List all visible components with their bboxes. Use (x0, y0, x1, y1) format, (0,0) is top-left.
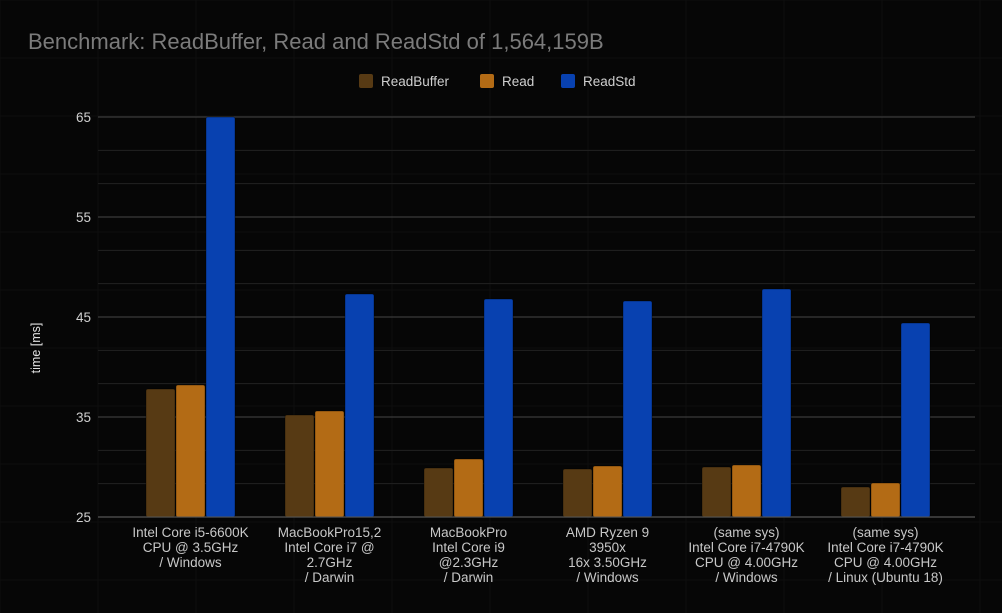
x-tick-label-line: CPU @ 4.00GHz (834, 555, 937, 570)
bar-readstd (205, 116, 236, 518)
bar-readbuffer (562, 468, 593, 518)
x-tick-label-line: / Linux (Ubuntu 18) (828, 570, 943, 585)
y-tick-label: 45 (76, 310, 91, 325)
legend-item-readbuffer: ReadBuffer (359, 74, 450, 89)
chart-title: Benchmark: ReadBuffer, Read and ReadStd … (28, 29, 604, 54)
y-axis-label: time [ms] (29, 323, 43, 374)
x-tick-label: Intel Core i5-6600K CPU @ 3.5GHz / Windows (132, 525, 248, 570)
bar-group (562, 300, 653, 518)
x-tick-label-line: / Windows (576, 570, 639, 585)
x-tick-label: (same sys) Intel Core i7-4790K CPU @ 4.00G… (688, 525, 804, 585)
legend-swatch (359, 74, 373, 88)
x-tick-label-line: / Darwin (305, 570, 355, 585)
y-axis-ticks: 25 35 45 55 65 (76, 110, 91, 525)
x-tick-label-line: 16x 3.50GHz (568, 555, 647, 570)
y-tick-label: 55 (76, 210, 91, 225)
bar-readstd (900, 322, 931, 518)
bar-readbuffer (423, 467, 454, 518)
x-tick-label: (same sys) Intel Core i7-4790K CPU @ 4.00G… (827, 525, 943, 585)
x-tick-label-line: CPU @ 3.5GHz (143, 540, 239, 555)
x-tick-label-line: / Windows (715, 570, 778, 585)
legend-swatch (561, 74, 575, 88)
x-tick-label-line: (same sys) (713, 525, 779, 540)
x-tick-label-line: Intel Core i9 (432, 540, 505, 555)
bar-read (731, 464, 762, 518)
legend-label: ReadBuffer (381, 74, 450, 89)
legend-item-read: Read (480, 74, 534, 89)
bar-read (175, 384, 206, 518)
bar-readbuffer (840, 486, 871, 518)
x-tick-label: MacBookPro Intel Core i9 @2.3GHz / Darwin (430, 525, 507, 585)
bar-readbuffer (701, 466, 732, 518)
bar-read (453, 458, 484, 518)
bar-readbuffer (284, 414, 315, 518)
x-tick-label-line: 2.7GHz (307, 555, 353, 570)
x-tick-label-line: / Windows (159, 555, 222, 570)
x-tick-label-line: Intel Core i7 @ (284, 540, 374, 555)
y-tick-label: 25 (76, 510, 91, 525)
x-axis-labels: Intel Core i5-6600K CPU @ 3.5GHz / Windows… (132, 525, 943, 585)
bar-readbuffer (145, 388, 176, 518)
legend-swatch (480, 74, 494, 88)
x-tick-label-line: CPU @ 4.00GHz (695, 555, 798, 570)
bar-readstd (483, 298, 514, 518)
bar-read (592, 465, 623, 518)
bar-readstd (761, 288, 792, 518)
bar-group (284, 293, 375, 518)
y-tick-label: 65 (76, 110, 91, 125)
x-tick-label-line: 3950x (589, 540, 626, 555)
bar-readstd (344, 293, 375, 518)
x-tick-label: AMD Ryzen 9 3950x 16x 3.50GHz / Windows (566, 525, 649, 585)
x-tick-label-line: AMD Ryzen 9 (566, 525, 649, 540)
x-tick-label-line: MacBookPro (430, 525, 507, 540)
legend-item-readstd: ReadStd (561, 74, 636, 89)
x-tick-label-line: Intel Core i7-4790K (688, 540, 804, 555)
x-tick-label: MacBookPro15,2 Intel Core i7 @2.7GHz / Dar… (278, 525, 382, 585)
x-tick-label-line: / Darwin (444, 570, 494, 585)
legend: ReadBuffer Read ReadStd (359, 74, 636, 89)
bar-group (840, 322, 931, 518)
x-tick-label-line: Intel Core i5-6600K (132, 525, 248, 540)
x-tick-label-line: Intel Core i7-4790K (827, 540, 943, 555)
bar-group (701, 288, 792, 518)
bar-readstd (622, 300, 653, 518)
legend-label: Read (502, 74, 534, 89)
legend-label: ReadStd (583, 74, 636, 89)
bar-group (423, 298, 514, 518)
bars (145, 116, 931, 518)
bar-read (870, 482, 901, 518)
bar-read (314, 410, 345, 518)
x-tick-label-line: MacBookPro15,2 (278, 525, 382, 540)
x-tick-label-line: @2.3GHz (439, 555, 499, 570)
x-tick-label-line: (same sys) (852, 525, 918, 540)
y-tick-label: 35 (76, 410, 91, 425)
